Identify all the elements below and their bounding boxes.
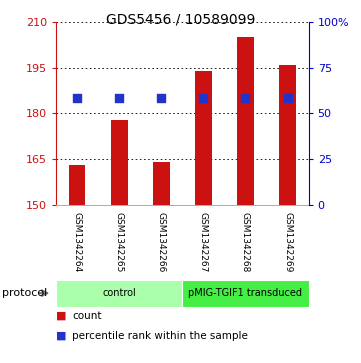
Point: [158, 95, 164, 101]
Bar: [56, 280, 182, 307]
Text: protocol: protocol: [2, 288, 47, 298]
Bar: [195, 71, 212, 205]
Text: GSM1342265: GSM1342265: [115, 212, 123, 273]
Text: control: control: [102, 288, 136, 298]
Text: pMIG-TGIF1 transduced: pMIG-TGIF1 transduced: [188, 288, 303, 298]
Text: GSM1342266: GSM1342266: [157, 212, 166, 273]
Bar: [111, 119, 127, 205]
Point: [285, 95, 291, 101]
Text: GSM1342267: GSM1342267: [199, 212, 208, 273]
Text: count: count: [72, 311, 102, 321]
Text: percentile rank within the sample: percentile rank within the sample: [72, 331, 248, 341]
Text: GSM1342269: GSM1342269: [283, 212, 292, 273]
Bar: [237, 37, 254, 205]
Bar: [279, 65, 296, 205]
Text: GSM1342264: GSM1342264: [73, 212, 82, 272]
Text: ■: ■: [56, 311, 66, 321]
Point: [243, 95, 248, 101]
Text: ■: ■: [56, 331, 66, 341]
Text: GDS5456 / 10589099: GDS5456 / 10589099: [106, 13, 255, 27]
Bar: [69, 166, 86, 205]
Bar: [153, 162, 170, 205]
Text: GSM1342268: GSM1342268: [241, 212, 250, 273]
Bar: [182, 280, 309, 307]
Point: [116, 95, 122, 101]
Point: [74, 95, 80, 101]
Point: [200, 95, 206, 101]
